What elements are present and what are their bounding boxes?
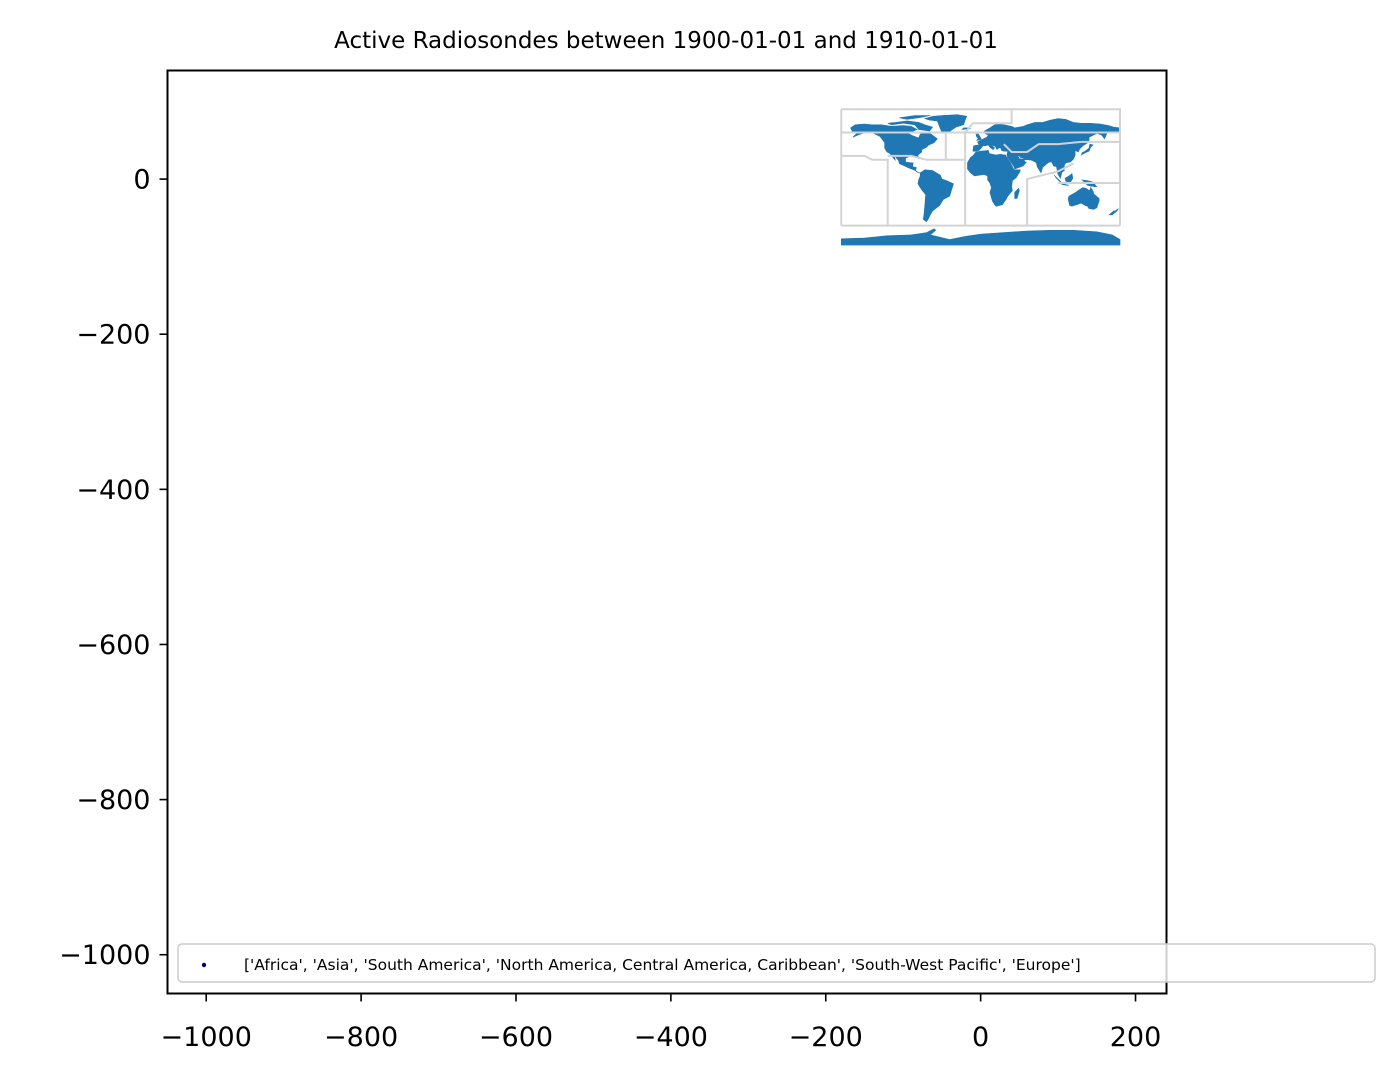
legend-entry-label: ['Africa', 'Asia', 'South America', 'Nor… (244, 956, 1081, 974)
x-tick-label: −400 (634, 1022, 708, 1053)
legend-box (177, 943, 1376, 983)
x-axis: −1000 −800 −600 −400 −200 0 200 (161, 993, 1162, 1053)
x-tick-label: −200 (789, 1022, 863, 1053)
x-tick-label: −600 (479, 1022, 553, 1053)
land-polygon (887, 120, 934, 132)
legend: ['Africa', 'Asia', 'South America', 'Nor… (177, 943, 1376, 983)
x-tick-label: 200 (1110, 1022, 1162, 1053)
y-tick-label: −600 (76, 630, 150, 661)
land-polygon (975, 133, 982, 141)
y-tick-label: −800 (76, 785, 150, 816)
plot-area-frame (166, 69, 1168, 995)
land-polygon (1080, 143, 1094, 156)
land-polygon (1061, 183, 1069, 186)
y-tick-label: −1000 (59, 940, 150, 971)
y-tick-label: −400 (76, 475, 150, 506)
land-polygon (840, 228, 1121, 246)
land-polygon (1014, 187, 1020, 199)
region-boundary (1003, 140, 1082, 153)
y-axis: 0 −200 −400 −600 −800 −1000 (59, 165, 168, 971)
region-boundary (887, 132, 947, 161)
region-boundary (964, 109, 1013, 134)
land-polygon (899, 115, 931, 120)
region-boundary (841, 108, 1122, 133)
land-polygon (1108, 208, 1119, 216)
land-polygon (967, 150, 1021, 207)
land-polygon (923, 114, 968, 133)
region-boundary (841, 154, 889, 226)
y-tick-label: 0 (133, 165, 150, 196)
land-polygon (1067, 186, 1100, 210)
land-polygon (1064, 173, 1074, 183)
x-tick-label: −800 (324, 1022, 398, 1053)
land-polygon (850, 123, 938, 174)
legend-marker (201, 962, 207, 968)
y-tick-label: −200 (76, 320, 150, 351)
land-polygon (917, 169, 954, 223)
x-tick-label: −1000 (161, 1022, 252, 1053)
x-tick-label: 0 (972, 1022, 989, 1053)
world-basemap (840, 108, 1122, 246)
chart-title: Active Radiosondes between 1900-01-01 an… (334, 28, 998, 54)
region-boundary (1026, 162, 1075, 226)
